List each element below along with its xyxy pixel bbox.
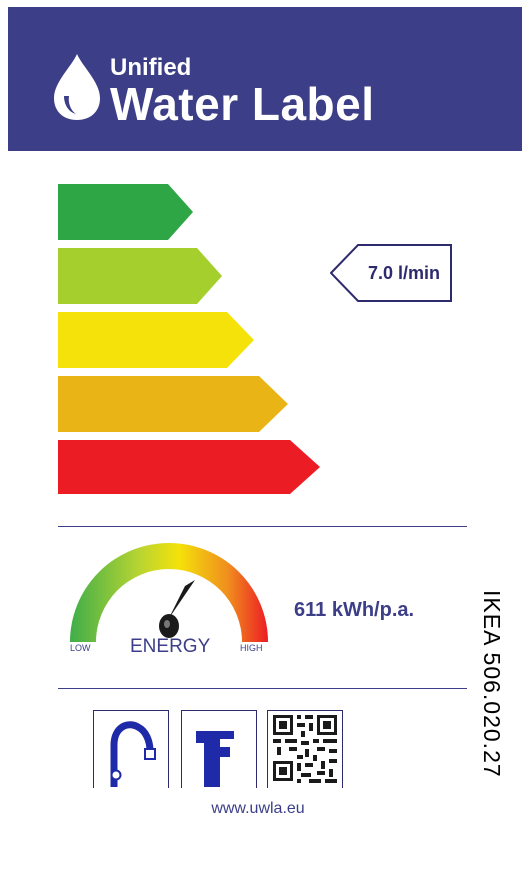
footer-url[interactable]: www.uwla.eu xyxy=(211,800,305,817)
gauge-low-label: LOW xyxy=(70,643,91,653)
qr-code-box xyxy=(267,710,343,788)
rating-bar-5 xyxy=(58,440,320,494)
energy-consumption-value: 611 kWh/p.a. xyxy=(294,599,415,621)
rating-bar-1 xyxy=(58,184,193,240)
mixer-tap-icon xyxy=(196,731,234,787)
brand-name-large: Water Label xyxy=(110,78,375,130)
energy-gauge xyxy=(70,543,268,642)
gauge-needle xyxy=(159,580,195,638)
divider-top xyxy=(58,526,467,527)
rating-scale xyxy=(58,184,320,494)
qr-code-icon xyxy=(273,715,337,783)
flow-rate-indicator xyxy=(330,244,452,302)
water-drop-icon xyxy=(54,54,100,120)
tap-icon-box xyxy=(93,710,169,788)
gauge-energy-label: ENERGY xyxy=(130,636,211,657)
brand-name-small: Unified xyxy=(110,54,192,81)
rating-bar-3 xyxy=(58,312,254,368)
tap-icon xyxy=(110,721,156,787)
flow-rate-value: 7.0 l/min xyxy=(367,263,441,283)
divider-bottom xyxy=(58,688,467,689)
mixer-tap-icon-box xyxy=(181,710,257,788)
gauge-high-label: HIGH xyxy=(240,643,263,653)
rating-bar-2 xyxy=(58,248,222,304)
rating-bar-4 xyxy=(58,376,288,432)
label-header xyxy=(8,7,522,151)
